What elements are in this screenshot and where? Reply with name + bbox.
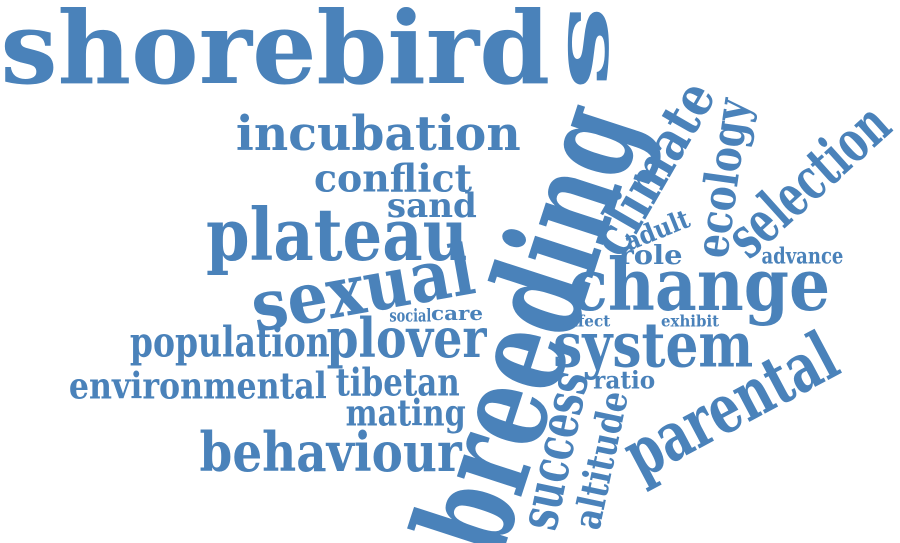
word-conflict: conflict [314,155,473,201]
word-social: social [388,304,431,326]
word-behaviour: behaviour [199,420,462,484]
word-mating: mating [345,391,466,435]
word-tibetan: tibetan [335,359,460,405]
word-sand: sand [386,184,477,226]
word-system: system [553,308,754,382]
word-advance: advance [760,243,843,269]
word-environmental: environmental [68,364,327,408]
word-exhibit: exhibit [661,311,720,331]
word-role: role [617,239,683,271]
word-effect: effect [562,311,611,331]
word-care: care [430,301,484,325]
word-plateau: plateau [206,192,469,278]
word-plover: plover [326,306,487,370]
word-shorebird: shorebird [0,0,550,107]
word-ratio: ratio [593,365,656,395]
word-change: change [567,242,830,328]
word-incubation: incubation [235,104,521,162]
word-s-rotated: s [550,5,640,91]
word-population: population [129,317,330,367]
